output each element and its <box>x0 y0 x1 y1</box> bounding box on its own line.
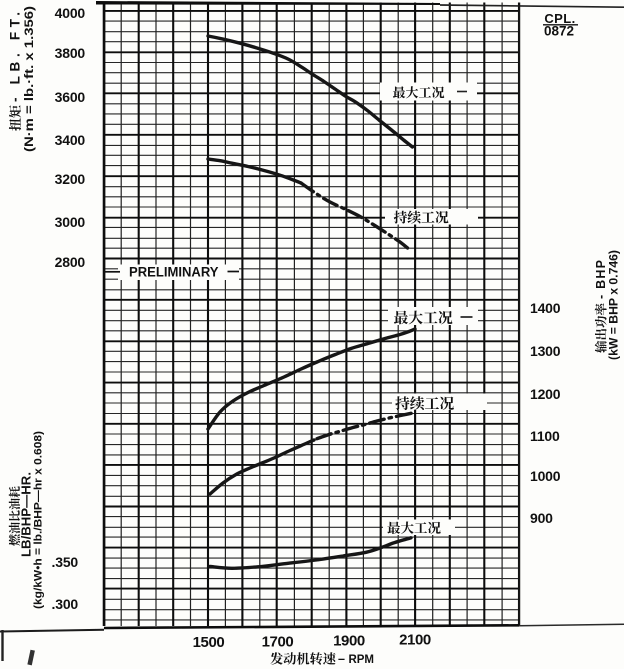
svg-text:1400: 1400 <box>530 300 561 316</box>
svg-text:1900: 1900 <box>333 632 365 649</box>
svg-text:3600: 3600 <box>55 89 86 105</box>
svg-text:- LB. FT.: - LB. FT. <box>8 12 23 102</box>
svg-text:(N·m = lb.·ft. x 1.356): (N·m = lb.·ft. x 1.356) <box>22 6 36 152</box>
svg-text:(kW = BHP x 0.746): (kW = BHP x 0.746) <box>609 250 621 360</box>
svg-text:2100: 2100 <box>399 632 431 649</box>
svg-text:4000: 4000 <box>55 5 86 21</box>
svg-text:.300: .300 <box>52 596 79 612</box>
svg-text:3200: 3200 <box>55 171 86 187</box>
svg-text:(kg/kW•h = lb./BHP—hr x 0.608): (kg/kW•h = lb./BHP—hr x 0.608) <box>33 431 45 609</box>
svg-text:3800: 3800 <box>55 45 86 61</box>
svg-text:– RPM: – RPM <box>338 652 374 666</box>
svg-text:CPL.: CPL. <box>544 11 575 26</box>
svg-text:- BHP: - BHP <box>594 260 608 299</box>
svg-text:0872: 0872 <box>544 24 574 39</box>
svg-text:1000: 1000 <box>530 468 561 484</box>
svg-text:3400: 3400 <box>55 132 86 148</box>
svg-text:1100: 1100 <box>530 428 560 444</box>
svg-text:3000: 3000 <box>55 214 86 230</box>
svg-text:PRELIMINARY: PRELIMINARY <box>129 265 219 280</box>
svg-text:900: 900 <box>530 510 553 526</box>
svg-text:LB/BHP—HR.: LB/BHP—HR. <box>19 472 34 557</box>
svg-text:1200: 1200 <box>530 386 561 402</box>
svg-text:1300: 1300 <box>530 343 561 359</box>
svg-text:.350: .350 <box>52 554 79 570</box>
svg-text:1700: 1700 <box>262 633 294 650</box>
svg-text:2800: 2800 <box>55 254 86 270</box>
svg-text:1500: 1500 <box>193 634 225 651</box>
